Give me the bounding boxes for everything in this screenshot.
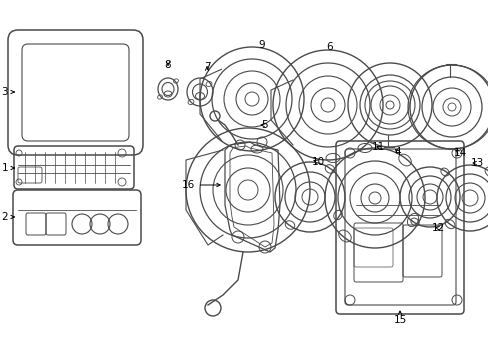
Text: 4: 4 [394,147,401,157]
Text: 11: 11 [370,142,384,152]
Text: 10: 10 [311,157,324,167]
Text: 12: 12 [430,223,444,233]
Text: 5: 5 [261,120,268,130]
Text: 9: 9 [258,40,265,50]
Text: 14: 14 [452,148,466,158]
Text: 7: 7 [203,62,210,72]
Text: 3: 3 [1,87,14,97]
Text: 16: 16 [182,180,220,190]
Text: 6: 6 [326,42,333,52]
Text: 8: 8 [164,60,171,70]
Text: 13: 13 [469,158,483,168]
Text: 2: 2 [1,212,14,222]
Text: 1: 1 [1,163,14,173]
Text: 15: 15 [392,311,406,325]
